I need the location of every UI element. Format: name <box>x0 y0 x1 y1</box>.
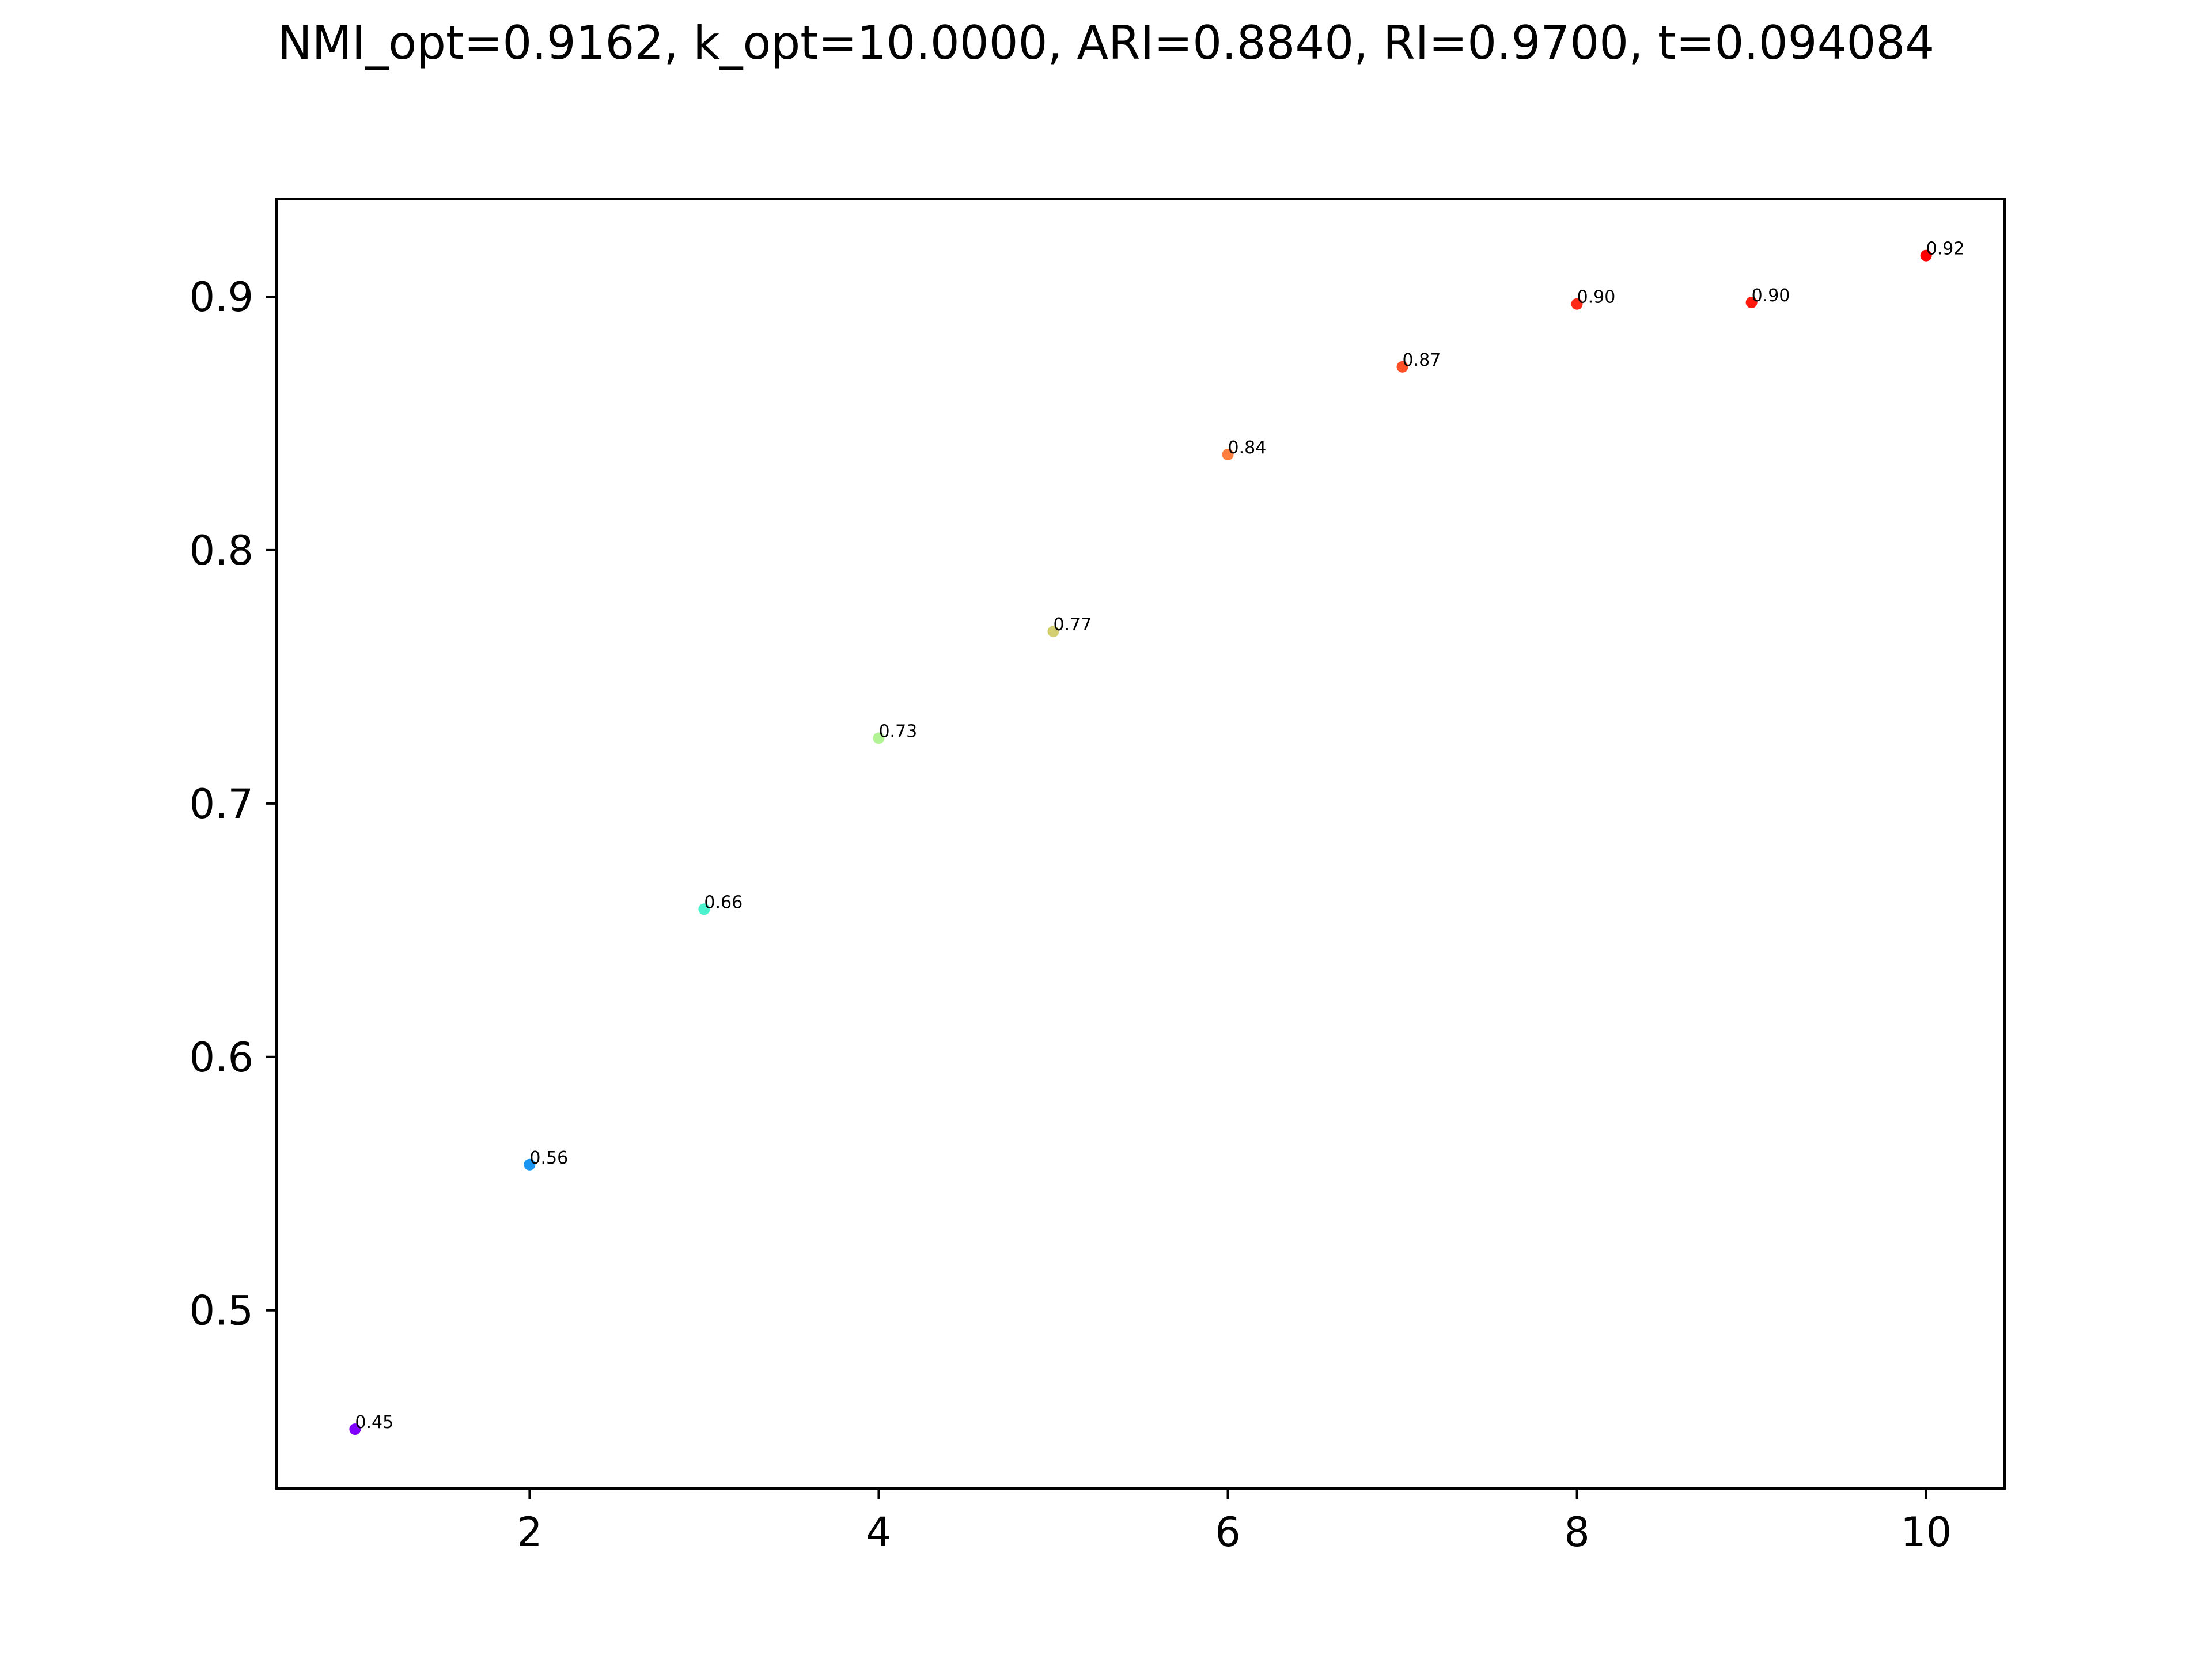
x-tick-label: 8 <box>1564 1509 1590 1556</box>
x-tick-label: 4 <box>866 1509 892 1556</box>
data-point-label: 0.87 <box>1403 350 1441 370</box>
data-point <box>524 1158 536 1171</box>
data-point-label: 0.56 <box>529 1148 568 1168</box>
data-point-label: 0.90 <box>1577 287 1616 308</box>
data-point-label: 0.77 <box>1053 615 1092 635</box>
plot-area-frame <box>275 198 2006 1490</box>
y-tick-label: 0.7 <box>190 781 253 828</box>
data-point <box>873 732 885 744</box>
data-point <box>698 903 710 915</box>
data-points <box>349 249 1932 1435</box>
data-point <box>1920 249 1932 262</box>
data-point <box>1745 297 1758 309</box>
y-tick-label: 0.5 <box>190 1287 253 1335</box>
data-point <box>349 1423 361 1435</box>
x-tick-label: 2 <box>517 1509 543 1556</box>
data-point-label: 0.45 <box>355 1412 393 1433</box>
data-point-label: 0.92 <box>1926 239 1965 259</box>
data-labels: 0.45 0.56 0.66 0.73 0.77 0.84 0.87 0.90 0.90 0.92 <box>355 239 1964 1433</box>
x-tick-label: 10 <box>1900 1509 1952 1556</box>
x-tick-label: 6 <box>1215 1509 1241 1556</box>
data-point <box>1222 449 1234 461</box>
y-axis: 0.5 0.6 0.7 0.8 0.9 <box>190 274 276 1335</box>
x-axis: 2 4 6 8 10 <box>517 1488 1952 1556</box>
data-point-label: 0.90 <box>1752 286 1790 306</box>
chart-title: NMI_opt=0.9162, k_opt=10.0000, ARI=0.884… <box>278 16 1934 70</box>
y-tick-label: 0.9 <box>190 274 253 321</box>
y-tick-label: 0.6 <box>190 1034 253 1081</box>
data-point-label: 0.73 <box>878 721 917 741</box>
data-point-label: 0.84 <box>1228 438 1267 458</box>
y-tick-label: 0.8 <box>190 527 253 574</box>
data-point-label: 0.66 <box>704 892 743 912</box>
data-point <box>1571 298 1583 310</box>
data-point <box>1047 626 1059 638</box>
data-point <box>1396 361 1408 373</box>
